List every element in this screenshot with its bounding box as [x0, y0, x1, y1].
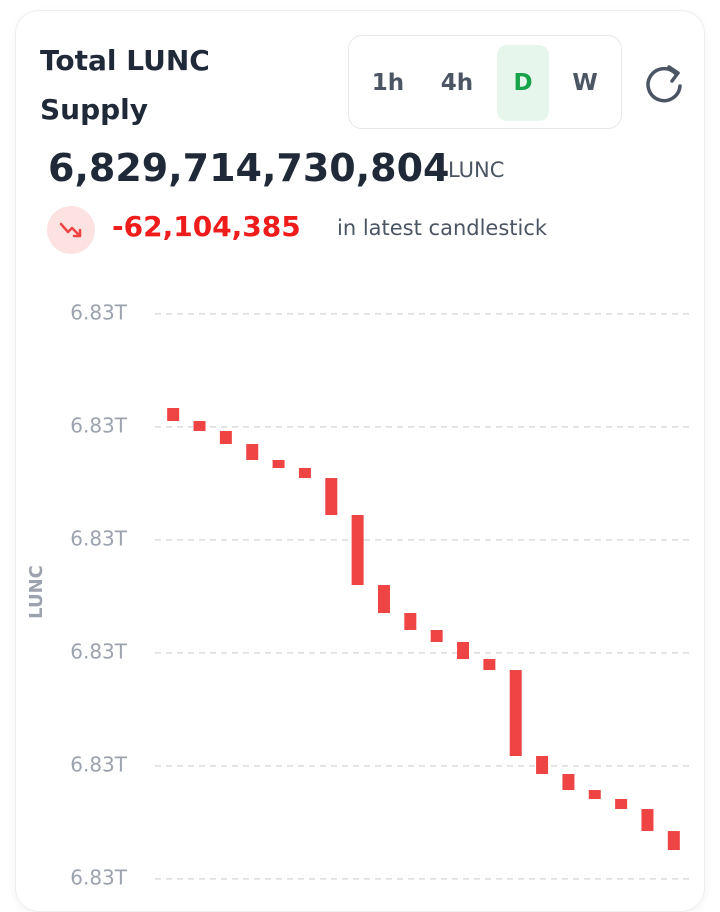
- page: Total LUNC Supply 1h 4h D W 6,829,714,730,8…: [15, 10, 705, 912]
- candle: [430, 630, 443, 643]
- y-axis-label: LUNC: [26, 565, 47, 619]
- candle: [667, 831, 680, 851]
- candle: [483, 659, 496, 671]
- supply-value: 6,829,714,730,804: [48, 146, 450, 190]
- candle: [219, 431, 232, 445]
- candle: [298, 467, 311, 479]
- candle: [536, 755, 549, 775]
- candle: [377, 585, 390, 614]
- candle: [641, 809, 654, 832]
- change-note: in latest candlestick: [337, 216, 548, 240]
- timeframe-button[interactable]: 1h: [371, 70, 405, 96]
- refresh-icon: [646, 66, 682, 103]
- candle: [615, 799, 628, 810]
- candle: [246, 444, 259, 460]
- refresh-arrow: [667, 65, 680, 83]
- candle: [351, 515, 364, 586]
- timeframe-button[interactable]: D: [497, 45, 549, 121]
- change-badge: [47, 206, 95, 254]
- candle: [167, 408, 180, 422]
- y-tick-label: 6.83T: [70, 752, 128, 776]
- timeframe-selector: 1h 4h D W: [348, 35, 622, 129]
- candle: [509, 670, 522, 756]
- y-tick-label: 6.83T: [70, 300, 128, 324]
- supply-unit: LUNC: [448, 158, 505, 182]
- timeframe-button[interactable]: 4h: [440, 70, 474, 96]
- y-tick-label: 6.83T: [70, 413, 128, 437]
- down-arrow: [59, 222, 82, 238]
- candle: [272, 459, 285, 468]
- timeframe-button[interactable]: W: [572, 70, 598, 96]
- card-title: Total LUNC Supply: [40, 44, 210, 126]
- candle: [404, 613, 417, 631]
- y-tick-label: 6.83T: [70, 639, 128, 663]
- candle: [588, 790, 601, 800]
- candle: [457, 642, 470, 660]
- y-tick-label: 6.83T: [70, 526, 128, 550]
- candle: [325, 478, 338, 516]
- candle: [562, 774, 575, 791]
- change-value: -62,104,385: [112, 210, 301, 243]
- refresh-button[interactable]: [643, 62, 685, 104]
- y-tick-label: 6.83T: [70, 865, 128, 887]
- chart: LUNC 6.83T 6.83T 6.83T 6.83T 6.83T 6.83T: [26, 300, 692, 887]
- candle: [193, 421, 206, 432]
